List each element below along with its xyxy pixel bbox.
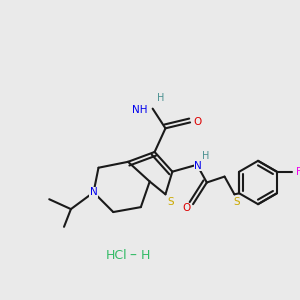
- Text: S: S: [167, 197, 174, 207]
- Text: S: S: [233, 197, 240, 207]
- Text: –: –: [130, 248, 136, 262]
- Text: F: F: [296, 167, 300, 177]
- Text: N: N: [90, 187, 98, 197]
- Text: H: H: [141, 249, 150, 262]
- Text: H: H: [157, 93, 164, 103]
- Text: N: N: [194, 161, 202, 171]
- Text: H: H: [202, 151, 209, 161]
- Text: O: O: [194, 117, 202, 128]
- Text: NH: NH: [132, 105, 148, 115]
- Text: HCl: HCl: [105, 249, 127, 262]
- Text: O: O: [182, 203, 190, 213]
